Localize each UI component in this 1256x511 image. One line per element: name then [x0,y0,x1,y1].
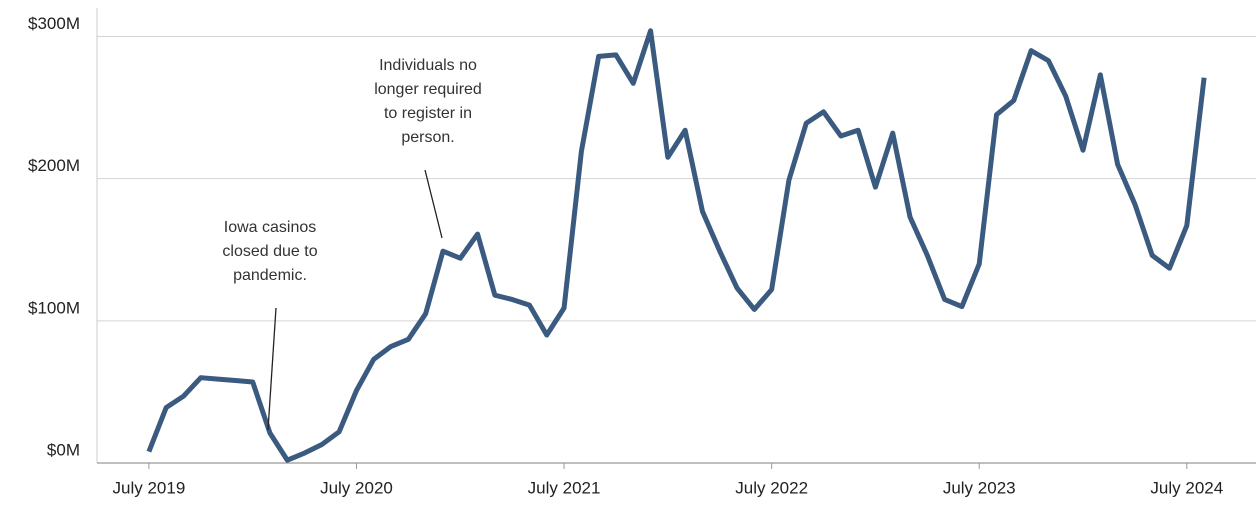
annotation: longer required [374,81,482,98]
annotation-line [424,169,443,239]
annotation: Individuals no [379,57,477,74]
y-tick-label: $100M [28,298,80,317]
line-series [146,28,1207,463]
x-tick-label: July 2023 [943,478,1016,497]
y-tick-label: $200M [28,156,80,175]
x-tick-label: July 2019 [113,478,186,497]
annotation-line [267,307,277,431]
annotation: closed due to [222,243,317,260]
annotation: person. [401,129,454,146]
x-tick-label: July 2022 [735,478,808,497]
annotations: Iowa casinos closed due to pandemic. Ind… [222,57,482,431]
x-tick-label: July 2020 [320,478,393,497]
y-tick-label: $300M [28,14,80,33]
annotation: to register in [384,105,472,122]
plot: $0M $100M $200M $300M July 2019 July 2020 July… [28,8,1256,497]
x-tick-label: July 2024 [1150,478,1223,497]
annotation: Iowa casinos [224,219,317,236]
annotation: pandemic. [233,267,307,284]
y-tick-label: $0M [47,440,80,459]
x-tick-label: July 2021 [528,478,601,497]
